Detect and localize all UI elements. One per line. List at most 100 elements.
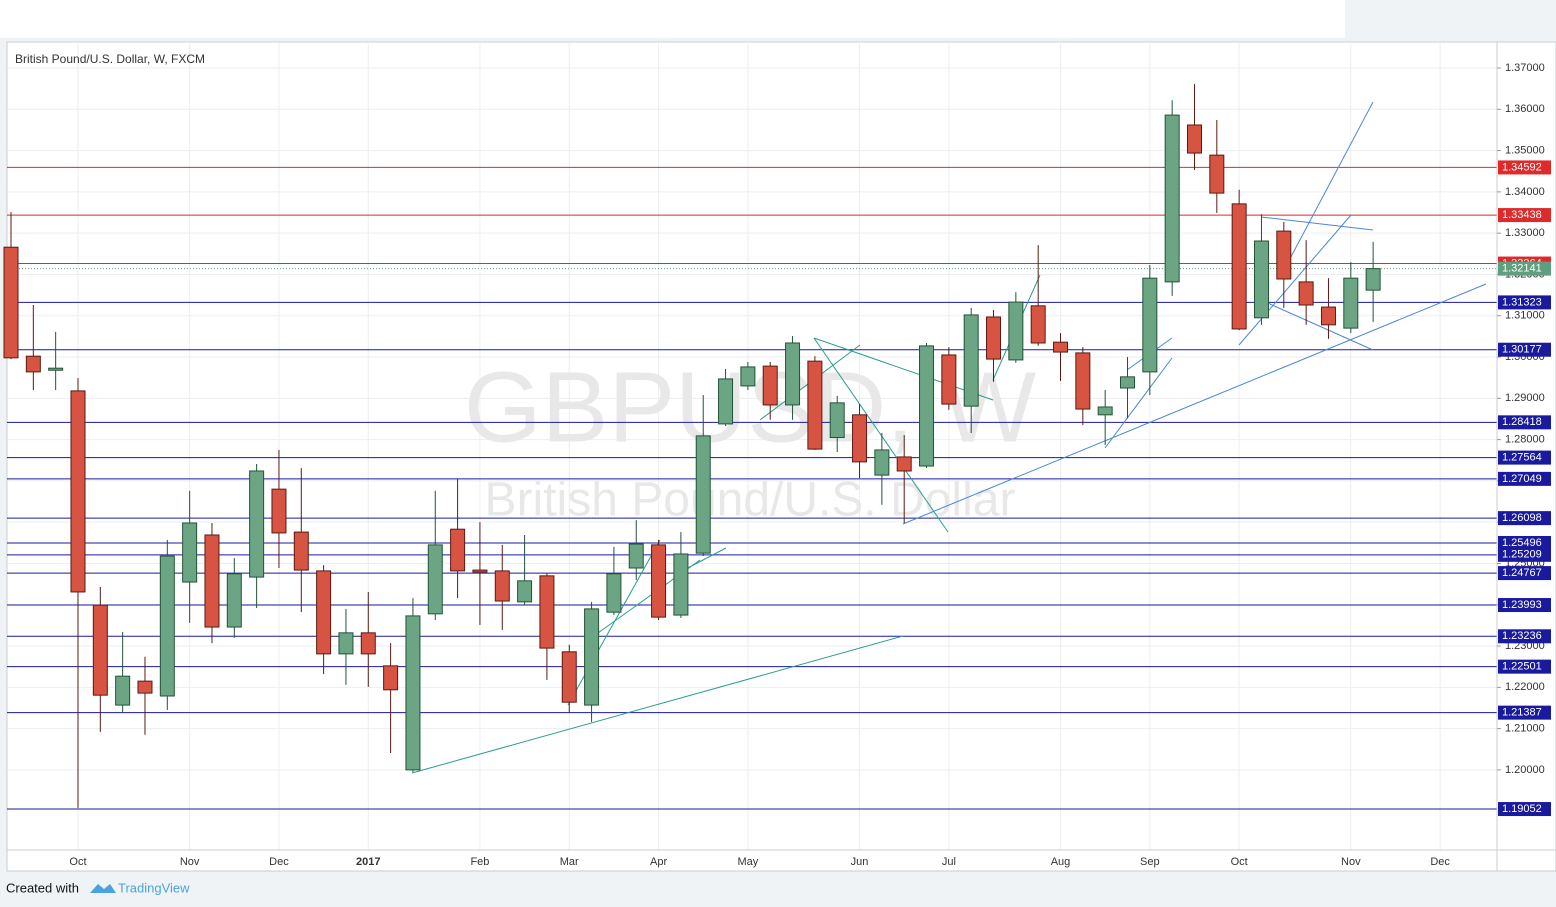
level-label: 1.30177 — [1502, 344, 1542, 356]
x-tick-label: Nov — [180, 856, 200, 868]
candle-body — [807, 360, 823, 450]
candle-body — [137, 680, 153, 694]
chart-title: British Pound/U.S. Dollar, W, FXCM — [15, 52, 205, 66]
level-label-box — [1498, 471, 1551, 486]
logo — [90, 884, 116, 893]
candle-body — [762, 365, 778, 406]
candle-body — [494, 570, 510, 602]
candle-body — [316, 570, 332, 655]
trend-line — [1238, 214, 1352, 346]
trend-line — [813, 337, 949, 533]
footer-text: Created with — [6, 880, 79, 895]
candle-body — [651, 544, 667, 618]
candle-body — [628, 543, 644, 569]
level-label: 1.23236 — [1502, 630, 1542, 642]
x-tick-label: 2017 — [356, 856, 380, 868]
candle-body — [539, 575, 555, 649]
candle-body — [92, 604, 108, 696]
trend-line — [1260, 299, 1374, 351]
candle-body — [338, 632, 354, 655]
candle-body — [1030, 305, 1046, 344]
candle-body — [584, 608, 600, 706]
candle-body — [896, 456, 912, 472]
y-tick-label: 1.29000 — [1505, 392, 1545, 404]
y-tick-label: 1.31000 — [1505, 310, 1545, 322]
x-tick-label: Mar — [560, 856, 579, 868]
candle-body — [852, 414, 868, 463]
x-tick-label: May — [737, 856, 758, 868]
candle-body — [3, 246, 19, 359]
candle-body — [1298, 281, 1314, 306]
candle-body — [1209, 154, 1225, 194]
candle-body — [182, 522, 198, 583]
candle-body — [1253, 240, 1269, 319]
footer-brand[interactable]: TradingView — [118, 880, 190, 895]
y-tick-label: 1.33000 — [1505, 227, 1545, 239]
level-label-box — [1498, 659, 1551, 674]
candle-body — [159, 555, 175, 697]
candle-body — [48, 367, 64, 371]
candle-body — [249, 470, 265, 578]
trend-line — [567, 539, 661, 706]
top-bar — [0, 0, 1345, 38]
candle-body — [472, 569, 488, 573]
x-tick-label: Jun — [851, 856, 869, 868]
candle-body — [695, 435, 711, 554]
candle-body — [986, 316, 1002, 360]
level-label: 1.23993 — [1502, 599, 1542, 611]
candle-body — [561, 651, 577, 703]
candle-body — [941, 354, 957, 405]
x-tick-label: Oct — [1231, 856, 1248, 868]
level-label-box — [1498, 295, 1551, 310]
level-label: 1.33438 — [1502, 209, 1542, 221]
candle-body — [829, 402, 845, 439]
trend-lines — [411, 101, 1487, 774]
y-tick-label: 1.36000 — [1505, 103, 1545, 115]
candles — [3, 84, 1381, 808]
candle-body — [450, 528, 466, 572]
level-label-box — [1498, 450, 1551, 465]
candle-body — [405, 615, 421, 771]
x-tick-label: Sep — [1140, 856, 1160, 868]
y-tick-label: 1.21000 — [1505, 723, 1545, 735]
level-label-box — [1498, 566, 1551, 581]
level-label-box — [1498, 598, 1551, 613]
level-label-box — [1498, 802, 1551, 817]
trend-line — [411, 635, 904, 774]
candle-body — [226, 573, 242, 628]
candle-body — [874, 449, 890, 476]
candle-body — [1097, 406, 1113, 416]
candle-body — [1164, 114, 1180, 283]
level-label: 1.19052 — [1502, 803, 1542, 815]
candle-body — [1320, 306, 1336, 326]
x-tick-label: Nov — [1341, 856, 1361, 868]
candle-body — [293, 531, 309, 571]
y-tick-label: 1.28000 — [1505, 434, 1545, 446]
watermark-subtitle: British Pound/U.S. Dollar — [485, 474, 1016, 527]
level-label-box — [1498, 415, 1551, 430]
level-label-box — [1498, 535, 1551, 550]
x-tick-label: Apr — [650, 856, 667, 868]
y-tick-label: 1.34000 — [1505, 186, 1545, 198]
axes: 1.200001.210001.220001.230001.240001.250… — [69, 62, 1551, 868]
x-tick-label: Aug — [1051, 856, 1071, 868]
candle-body — [1343, 277, 1359, 329]
level-label: 1.22501 — [1502, 661, 1542, 673]
x-tick-label: Feb — [470, 856, 489, 868]
y-tick-label: 1.37000 — [1505, 62, 1545, 74]
candle-body — [70, 390, 86, 593]
last-price-box — [1498, 261, 1551, 276]
candle-body — [1186, 124, 1202, 154]
candle-body — [606, 573, 622, 613]
candle-body — [785, 342, 801, 406]
last-price-label: 1.32141 — [1502, 263, 1542, 275]
level-label: 1.34592 — [1502, 161, 1542, 173]
candle-body — [115, 675, 131, 706]
candle-body — [1053, 341, 1069, 353]
trend-line — [902, 283, 1487, 525]
x-tick-label: Oct — [69, 856, 86, 868]
level-label-box — [1498, 547, 1551, 562]
level-label: 1.24767 — [1502, 567, 1542, 579]
candle-body — [963, 314, 979, 407]
